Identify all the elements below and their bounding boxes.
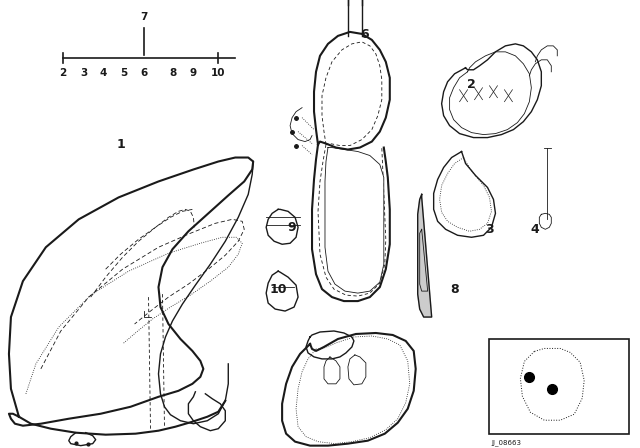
Text: 3: 3 [80, 68, 87, 78]
Text: 8: 8 [451, 283, 459, 296]
Text: 8: 8 [170, 68, 177, 78]
Text: 10: 10 [211, 68, 225, 78]
Text: 4: 4 [530, 223, 539, 236]
Polygon shape [418, 194, 431, 317]
Text: 9: 9 [288, 221, 296, 234]
Text: 5: 5 [500, 372, 509, 385]
Text: 3: 3 [485, 223, 494, 236]
Text: 2: 2 [59, 68, 67, 78]
Text: 5: 5 [120, 68, 127, 78]
Text: 7: 7 [140, 12, 147, 22]
Text: 6: 6 [140, 68, 147, 78]
Text: 9: 9 [190, 68, 197, 78]
Text: 10: 10 [269, 283, 287, 296]
Text: 1: 1 [116, 138, 125, 151]
Bar [490, 339, 629, 434]
PathPatch shape [325, 147, 384, 293]
Text: 4: 4 [100, 68, 108, 78]
Text: 6: 6 [360, 28, 369, 41]
Text: JJ_08663: JJ_08663 [492, 439, 522, 446]
Text: 2: 2 [467, 78, 476, 91]
